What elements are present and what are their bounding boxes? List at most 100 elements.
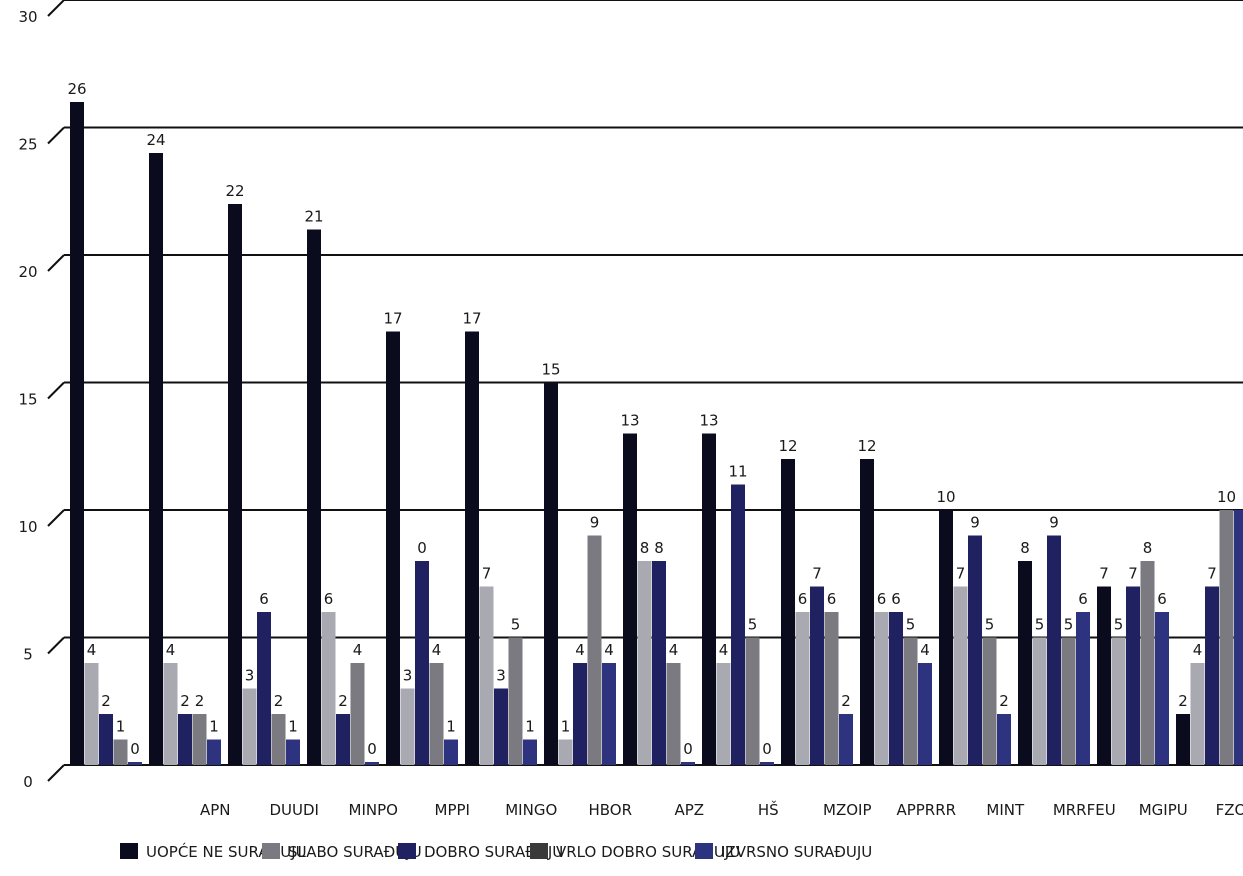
data-label: 4 [719,641,729,659]
bar [1234,510,1243,765]
data-label: 11 [728,463,747,481]
bar [1047,535,1061,765]
data-label: 6 [877,590,887,608]
data-label: 5 [985,616,995,634]
bar [271,714,286,765]
data-label: 5 [1114,616,1124,634]
bar [386,331,400,765]
bar [681,762,695,765]
bar [795,612,810,765]
legend-swatch [398,843,416,859]
data-label: 10 [1217,488,1236,506]
bar [731,484,745,765]
data-label: 4 [353,641,363,659]
bar [400,688,415,765]
bar [178,714,192,765]
y-tick-label: 15 [18,391,37,409]
data-label: 7 [1099,565,1109,583]
data-label: 7 [812,565,822,583]
x-category-label: MINT [986,801,1025,819]
data-label: 3 [403,667,413,685]
bar [350,663,365,765]
bar [544,382,558,765]
data-label: 15 [541,361,560,379]
bar [1219,510,1234,765]
data-label: 17 [383,310,402,328]
bar [558,739,573,765]
bar [1076,612,1090,765]
bar [163,663,178,765]
data-label: 6 [1157,590,1167,608]
bar [702,433,716,765]
bar [982,637,997,765]
bar [465,331,479,765]
data-label: 7 [1207,565,1217,583]
bar [889,612,903,765]
y-tick-label: 5 [23,646,33,664]
bar [874,612,889,765]
data-label: 17 [462,310,481,328]
bar [365,762,379,765]
legend-swatch [262,843,280,859]
bar [1018,561,1032,765]
data-label: 4 [1193,641,1203,659]
bar [228,204,242,765]
bar [1140,561,1155,765]
bar [1097,586,1111,765]
bar [997,714,1011,765]
x-category-label: DUUDI [270,801,319,819]
bar [968,535,982,765]
data-label: 4 [575,641,585,659]
data-label: 6 [827,590,837,608]
bar [113,739,128,765]
bar [1032,637,1047,765]
x-category-label: MPPI [435,801,470,819]
legend-label: DOBRO SURAĐUJU [424,843,563,861]
data-label: 2 [338,692,348,710]
data-label: 12 [778,437,797,455]
bar [652,561,666,765]
bar [149,153,163,765]
legend-swatch [120,843,138,859]
data-label: 2 [999,692,1009,710]
y-tick-label: 25 [18,136,37,154]
data-label: 8 [1020,539,1030,557]
data-label: 5 [906,616,916,634]
bar [70,102,84,765]
data-label: 13 [620,412,639,430]
y-tick-label: 30 [18,8,37,26]
data-label: 4 [432,641,442,659]
data-label: 1 [209,718,219,736]
data-label: 4 [920,641,930,659]
data-label: 12 [857,437,876,455]
data-label: 6 [798,590,808,608]
gridline-slant-30 [47,0,65,17]
x-category-label: HŠ [758,800,779,819]
bar [307,229,321,765]
bar [918,663,932,765]
data-label: 7 [956,565,966,583]
bar [1126,586,1140,765]
legend-label: VRLO DOBRO SURAĐUJU [556,843,740,861]
data-label: 2 [274,692,284,710]
legend-label: IZVRSNO SURAĐUJU [721,843,872,861]
data-label: 2 [195,692,205,710]
data-label: 1 [446,718,456,736]
data-label: 4 [604,641,614,659]
data-label: 0 [367,740,377,758]
bar [781,459,795,765]
data-label: 3 [245,667,255,685]
bar [623,433,637,765]
data-label: 5 [1035,616,1045,634]
gridline-slant-0 [47,764,65,782]
data-label: 0 [762,740,772,758]
legend-swatch [530,843,548,859]
bar [1176,714,1190,765]
data-label: 9 [590,514,600,532]
bar [321,612,336,765]
data-label: 6 [1078,590,1088,608]
bar [1155,612,1169,765]
bars [70,102,1243,765]
data-label: 4 [87,641,97,659]
bar [336,714,350,765]
